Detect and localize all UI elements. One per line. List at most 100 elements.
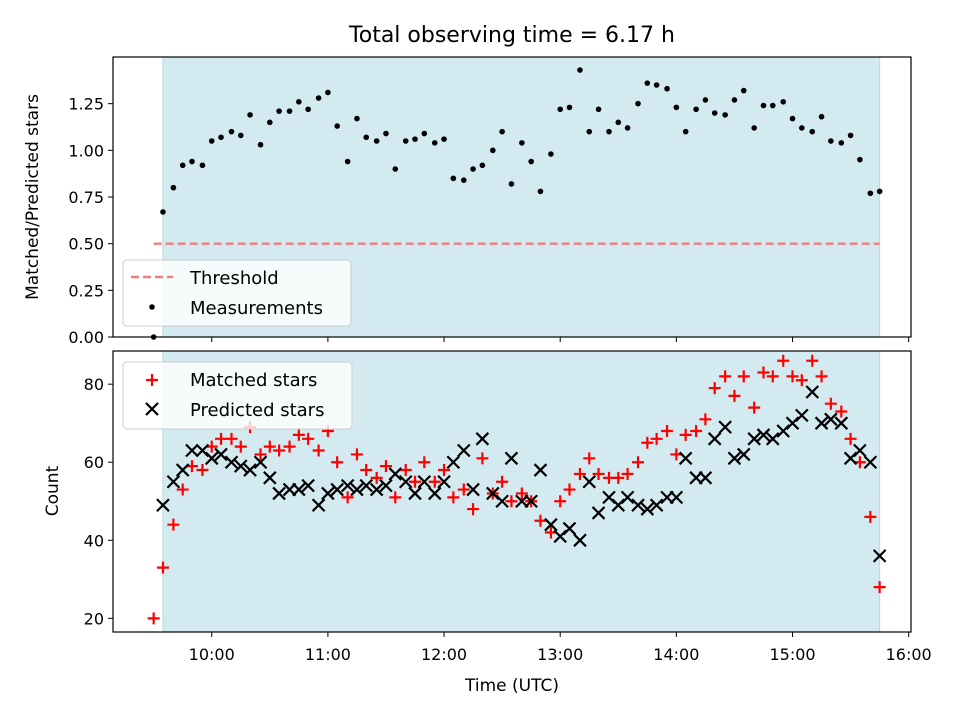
measurement-point [693,106,699,113]
matched-star-point [496,475,509,488]
matched-star-point [690,425,703,438]
predicted-star-point [185,443,199,458]
measurement-point [383,130,389,137]
measurement-point [189,158,195,165]
predicted-star-point [814,416,829,430]
measurement-point [218,134,224,141]
predicted-star-point [427,486,442,501]
measurement-point [179,162,186,169]
predicted-star-point [475,432,490,446]
measurement-point [421,130,428,137]
bottom-y-tick-label: 60 [84,453,104,472]
predicted-star-point [707,432,722,446]
matched-star-point [650,432,663,445]
measurement-point [490,147,496,154]
measurement-point [412,136,418,142]
predicted-star-point [204,451,219,466]
matched-star-point [815,370,828,383]
matched-star-point [757,366,770,379]
predicted-star-point [649,498,664,512]
measurement-point [228,128,235,135]
matched-star-point [844,432,857,445]
matched-star-point [283,440,296,453]
measurement-point [664,85,670,92]
predicted-star-point [457,443,471,458]
matched-star-point [719,370,732,383]
measurement-point [838,140,845,146]
predicted-star-point [437,474,451,489]
predicted-star-point [863,455,878,470]
top-panel: 0.00 0.25 0.50 0.75 1.00 1.25 Matched/Predict… [23,56,912,347]
matched-star-point [835,405,848,418]
measurement-point [392,166,399,172]
top-plot-marks [150,67,883,340]
measurement-point [160,209,166,215]
predicted-star-point [417,474,432,489]
measurement-point [499,128,505,135]
measurement-point [711,110,718,116]
matched-star-point [621,467,634,480]
bottom-y-tick-label: 80 [84,375,104,394]
measurement-point [528,158,534,165]
matched-star-point [331,456,344,469]
predicted-star-point [795,408,809,423]
matched-star-point [457,483,470,496]
predicted-star-point [533,463,548,477]
matched-star-point [583,452,596,465]
matched-star-point [505,495,518,508]
matched-star-point [708,382,721,395]
measurement-point [170,184,177,191]
measurement-point [740,87,747,94]
measurement-point [286,108,293,114]
predicted-star-point [620,490,635,505]
measurement-point [780,99,787,105]
predicted-star-point [736,447,751,462]
x-tick-label: 10:00 [189,645,235,664]
matched-star-point [428,475,441,488]
predicted-star-point [582,474,597,489]
measurement-point [867,190,874,197]
predicted-star-point [640,502,655,516]
measurement-point [441,136,447,142]
matched-star-point [873,581,886,594]
matched-star-point [156,561,169,574]
matched-star-point [147,612,160,625]
bottom-axes-frame [112,350,912,633]
measurement-point [315,95,322,101]
legend-predicted-label: Predicted stars [190,400,324,421]
matched-star-point [196,464,209,477]
predicted-star-point [466,482,480,497]
measurement-point [653,82,660,88]
predicted-star-point [853,443,867,458]
measurement-point [624,125,631,131]
x-tick-label: 13:00 [537,645,583,664]
matched-star-point [612,471,625,484]
predicted-star-point [573,533,587,548]
measurement-point [760,102,767,109]
measurement-point [208,138,215,144]
measurement-point [857,156,863,163]
predicted-star-point [369,482,384,497]
matched-star-point [215,432,228,445]
measurement-point [247,112,253,118]
predicted-star-point [272,486,286,501]
predicted-star-point [698,471,713,485]
matched-star-point [534,514,547,527]
x-axis-label: Time (UTC) [464,676,559,696]
matched-star-point [360,464,373,477]
measurement-point [828,138,834,144]
legend-threshold-label: Threshold [189,268,279,289]
bottom-y-tick-label: 40 [84,531,104,550]
measurement-point [566,104,573,111]
measurement-point [682,128,689,135]
bottom-x-axis: 10:00 11:00 12:00 13:00 14:00 15:00 16:00 [189,632,932,664]
measurement-point [789,115,796,122]
predicted-star-point [544,517,558,532]
x-tick-label: 15:00 [769,645,815,664]
measurement-point [548,151,554,157]
predicted-star-point [678,451,693,466]
matched-star-point [864,510,877,523]
matched-star-point [350,448,363,461]
matched-star-point [786,370,799,383]
